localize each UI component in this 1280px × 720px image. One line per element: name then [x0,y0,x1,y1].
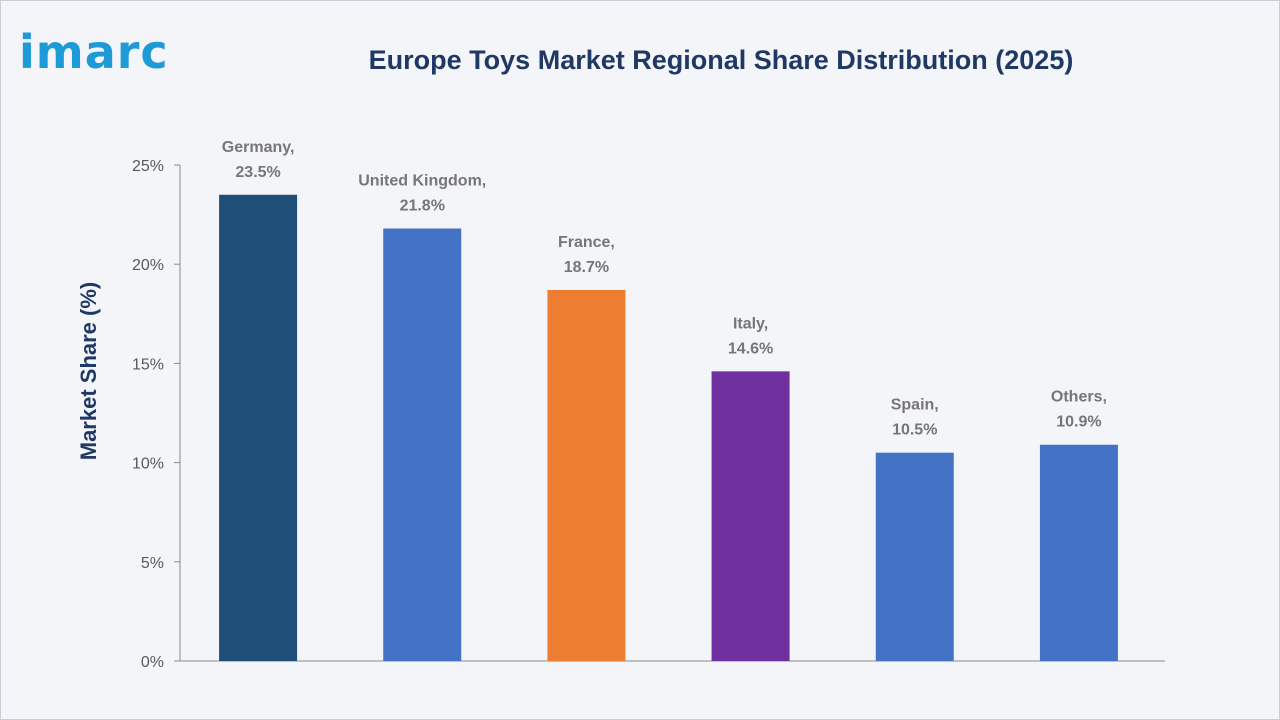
imarc-logo: imarc [19,25,169,79]
bar-france [547,289,626,661]
y-tick-label: 25% [132,158,164,175]
data-label-value: 10.9% [1056,414,1101,431]
data-label-value: 21.8% [400,197,445,214]
data-labels: Germany, 23.5% United Kingdom, 21.8% France,… [222,139,1107,439]
data-label-category: United Kingdom, [358,172,486,189]
chart-title: Europe Toys Market Regional Share Distri… [368,45,1074,75]
bar-italy [711,371,790,661]
bar-united-kingdom [383,228,462,661]
data-label-category: Spain, [891,397,939,414]
bar-spain [875,452,954,661]
data-label-value: 14.6% [728,340,773,357]
data-label-value: 18.7% [564,259,609,276]
y-tick-label: 0% [141,654,164,671]
y-tick-label: 20% [132,257,164,274]
y-tick-label: 15% [132,356,164,373]
bar-others [1039,444,1118,661]
data-label-category: France, [558,234,615,251]
data-label-category: Germany, [222,139,295,156]
y-tick-label: 10% [132,456,164,473]
bars [219,194,1118,661]
axes: 0% 5% 10% 15% 20% 25% [132,158,1165,671]
data-label-category: Others, [1051,389,1107,406]
y-tick-label: 5% [141,555,164,572]
data-label-value: 23.5% [235,164,280,181]
data-label-category: Italy, [733,315,768,332]
data-label-value: 10.5% [892,422,937,439]
bar-germany [219,194,298,661]
